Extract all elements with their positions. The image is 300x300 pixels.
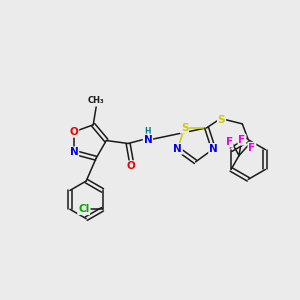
Text: O: O (70, 127, 78, 137)
Text: F: F (238, 135, 246, 145)
Text: S: S (218, 115, 225, 125)
Text: F: F (248, 143, 256, 153)
Text: N: N (70, 147, 78, 157)
Text: H: H (145, 127, 151, 136)
Text: O: O (127, 161, 136, 171)
Text: N: N (144, 134, 152, 145)
Text: Cl: Cl (78, 204, 89, 214)
Text: F: F (226, 137, 233, 147)
Text: N: N (209, 144, 218, 154)
Text: N: N (173, 144, 182, 154)
Text: S: S (181, 123, 188, 133)
Text: CH₃: CH₃ (88, 96, 104, 105)
